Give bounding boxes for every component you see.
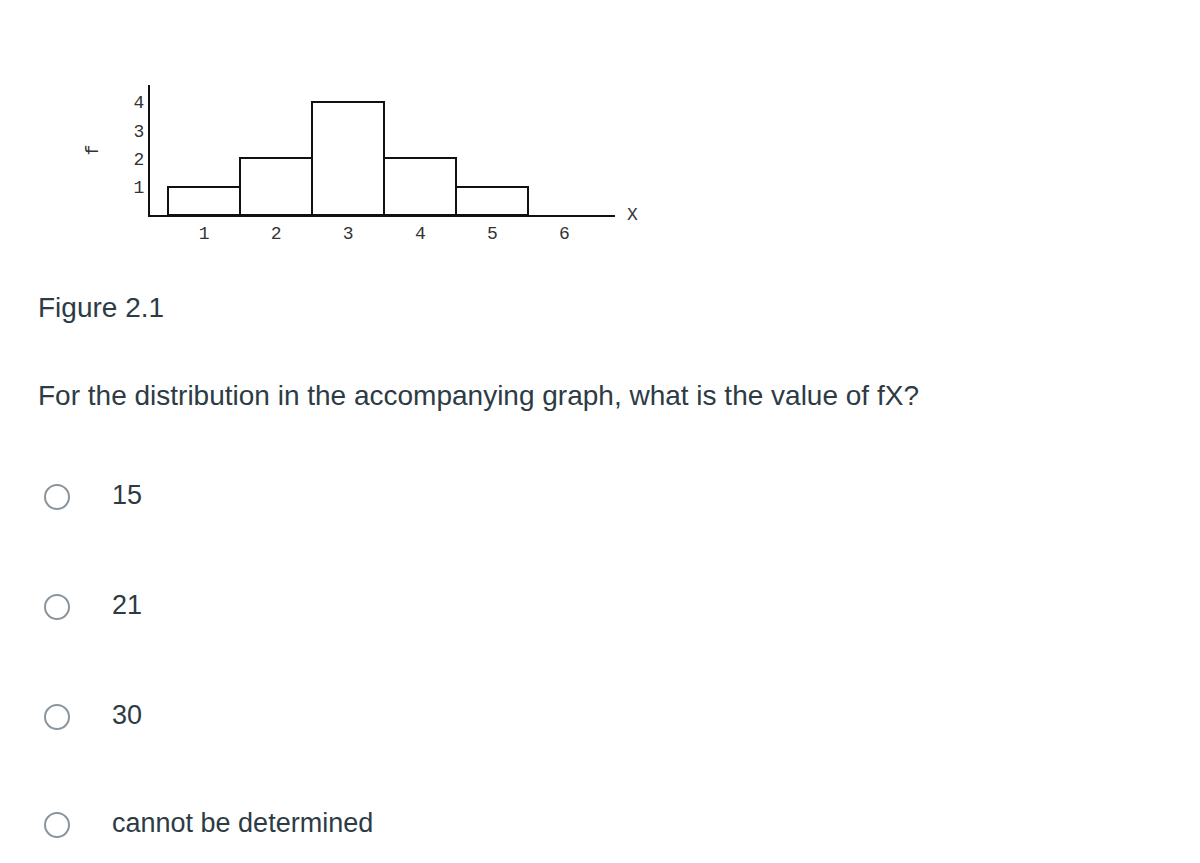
html-text:15: 15 <box>112 480 142 510</box>
svg-text:4: 4 <box>415 224 426 244</box>
svg-text:3: 3 <box>343 224 354 244</box>
svg-text:5: 5 <box>487 224 498 244</box>
html-text:30: 30 <box>112 700 142 730</box>
html-text:Figure 2.1: Figure 2.1 <box>38 292 165 323</box>
html-text:For the distribution in the ac: For the distribution in the accompanying… <box>38 380 919 411</box>
svg-text:3: 3 <box>134 122 145 142</box>
svg-text:2: 2 <box>271 224 282 244</box>
svg-text:2: 2 <box>134 150 145 170</box>
svg-text:1: 1 <box>199 224 210 244</box>
svg-text:4: 4 <box>134 93 145 113</box>
svg-text:6: 6 <box>559 224 570 244</box>
html-text:21: 21 <box>112 590 142 620</box>
html-text:cannot be determined: cannot be determined <box>112 808 374 838</box>
svg-text:f: f <box>83 145 103 156</box>
svg-text:X: X <box>627 205 638 225</box>
svg-text:1: 1 <box>134 178 145 198</box>
